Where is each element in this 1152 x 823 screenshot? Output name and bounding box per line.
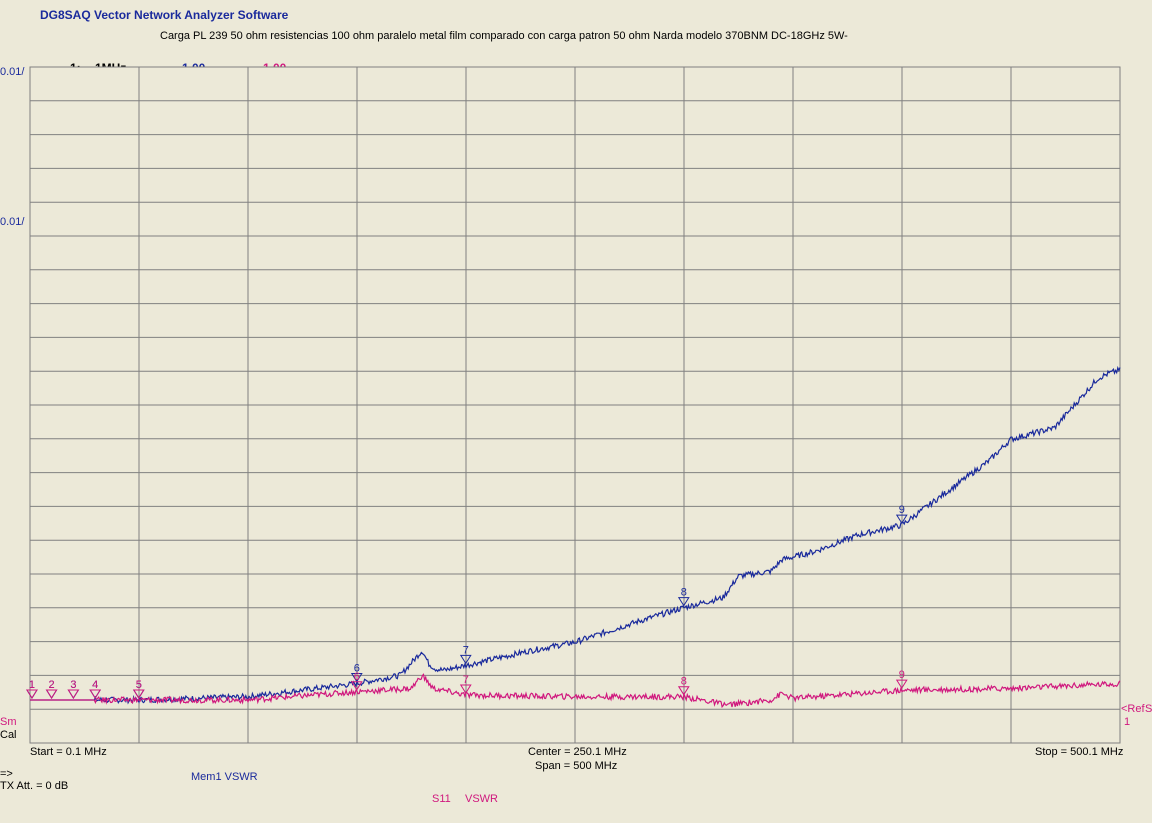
marker-blue-label-3: 3 bbox=[70, 679, 76, 691]
marker-mag-8 bbox=[677, 686, 690, 696]
ref-label: <Ref bbox=[1121, 703, 1145, 715]
chart-title: Carga PL 239 50 ohm resistencias 100 ohm… bbox=[160, 30, 848, 42]
tx-att-label: TX Att. = 0 dB bbox=[0, 780, 69, 792]
marker-blue-label-4: 4 bbox=[92, 679, 98, 691]
marker-mag-9 bbox=[895, 679, 908, 690]
marker-mag-label-9: 9 bbox=[899, 669, 905, 681]
cal-label: Cal bbox=[0, 729, 17, 741]
marker-blue-8 bbox=[677, 597, 690, 607]
marker-mag-2 bbox=[45, 689, 58, 699]
marker-blue-7 bbox=[459, 654, 472, 665]
series-line-2 bbox=[30, 673, 1121, 709]
y-scale-label-1: 0.01/ bbox=[0, 66, 25, 78]
marker-mag-label-4: 4 bbox=[92, 679, 98, 691]
marker-blue-label-1: 1 bbox=[29, 679, 35, 691]
marker-mag-label-1: 1 bbox=[29, 679, 35, 691]
arrow-label: => bbox=[0, 768, 13, 780]
marker-blue-label-6: 6 bbox=[354, 663, 360, 675]
mem-legend: Mem1 VSWR bbox=[191, 771, 258, 783]
marker-mag-1 bbox=[26, 689, 38, 699]
span-label: Span = 500 MHz bbox=[535, 760, 618, 772]
marker-blue-label-7: 7 bbox=[463, 644, 469, 656]
marker-mag-6 bbox=[350, 681, 363, 691]
s11-type-legend: VSWR bbox=[465, 793, 498, 805]
y-scale-label-2: 0.01/ bbox=[0, 216, 25, 228]
marker-blue-6 bbox=[350, 673, 363, 683]
marker-blue-label-8: 8 bbox=[681, 587, 687, 599]
ref-index-label: 1 bbox=[1124, 716, 1131, 728]
marker-mag-4 bbox=[89, 689, 102, 699]
marker-blue-label-5: 5 bbox=[136, 679, 142, 691]
marker-mag-7 bbox=[459, 684, 472, 694]
series-line-1 bbox=[30, 365, 1121, 705]
s11-legend: S11 bbox=[432, 793, 451, 805]
center-freq-label: Center = 250.1 MHz bbox=[528, 746, 627, 758]
marker-mag-label-8: 8 bbox=[681, 676, 687, 688]
marker-mag-label-2: 2 bbox=[49, 679, 55, 691]
marker-mag-label-7: 7 bbox=[463, 674, 469, 686]
marker-blue-label-9: 9 bbox=[899, 504, 905, 516]
marker-blue-label-2: 2 bbox=[49, 679, 55, 691]
marker-mag-5 bbox=[132, 689, 145, 699]
app-title: DG8SAQ Vector Network Analyzer Software bbox=[40, 8, 289, 22]
stop-freq-label: Stop = 500.1 MHz bbox=[1035, 746, 1124, 758]
sm-label: Sm bbox=[0, 716, 17, 728]
marker-mag-label-5: 5 bbox=[136, 679, 142, 691]
ref-s-label: S bbox=[1145, 703, 1152, 715]
marker-mag-label-6: 6 bbox=[354, 671, 360, 683]
marker-mag-label-3: 3 bbox=[70, 679, 76, 691]
marker-blue-9 bbox=[895, 514, 908, 525]
start-freq-label: Start = 0.1 MHz bbox=[30, 746, 107, 758]
marker-mag-3 bbox=[67, 689, 80, 699]
